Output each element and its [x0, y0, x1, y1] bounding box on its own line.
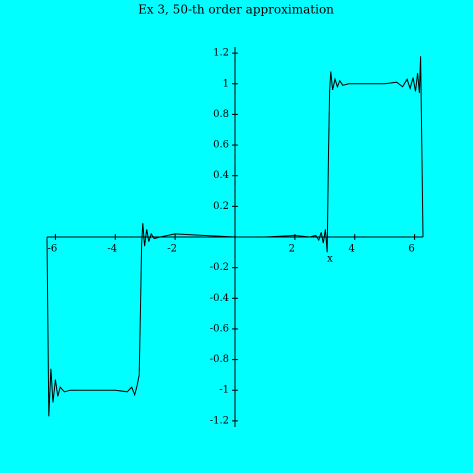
- x-tick-label: 4: [349, 244, 355, 255]
- y-tick-label: -0.6: [210, 323, 229, 334]
- y-tick-label: 1: [223, 78, 229, 89]
- y-tick-label: 0.4: [213, 170, 229, 181]
- y-tick-label: 0.6: [213, 140, 229, 151]
- y-tick-label: 0.8: [213, 109, 229, 120]
- y-tick-label: -1: [219, 385, 229, 396]
- y-tick-label: -0.4: [210, 293, 229, 304]
- x-axis-label: x: [327, 254, 333, 265]
- x-tick-label: -4: [107, 244, 117, 255]
- y-tick-label: -1.2: [210, 415, 229, 426]
- x-tick-label: 6: [408, 244, 414, 255]
- line: [46, 56, 424, 417]
- x-tick-label: -6: [48, 244, 58, 255]
- y-tick-label: -0.2: [210, 262, 229, 273]
- y-tick-label: 1.2: [213, 48, 229, 59]
- chart-title: Ex 3, 50-th order approximation: [138, 3, 334, 17]
- x-tick-label: 2: [289, 244, 295, 255]
- x-tick-label: -2: [167, 244, 177, 255]
- y-tick-label: -0.8: [210, 354, 229, 365]
- y-tick-label: 0.2: [213, 201, 229, 212]
